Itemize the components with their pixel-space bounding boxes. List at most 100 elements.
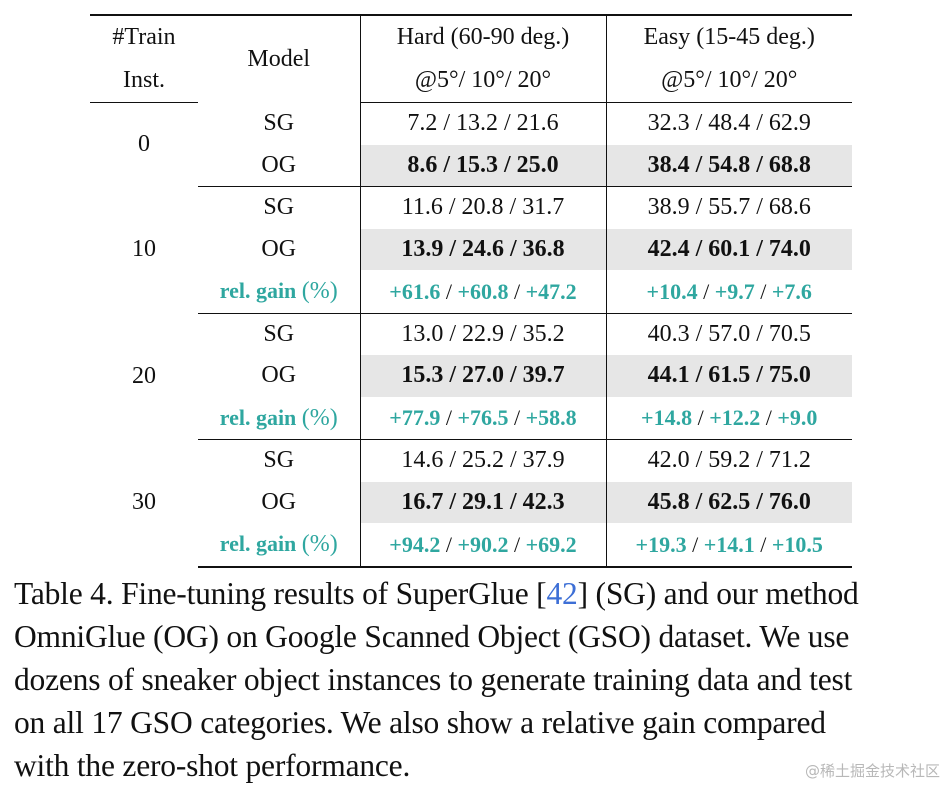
hard-values: 7.2 / 13.2 / 21.6	[360, 102, 607, 145]
gain-label: rel. gain (%)	[198, 270, 361, 314]
easy-gain: +14.8 / +12.2 / +9.0	[606, 396, 852, 440]
gain-value: +12.2	[709, 405, 761, 430]
table-row: 30 SG 14.6 / 25.2 / 37.9 42.0 / 59.2 / 7…	[90, 439, 852, 515]
gain-value: +9.0	[777, 405, 818, 430]
hard-values: 14.6 / 25.2 / 37.9	[360, 439, 607, 482]
gain-label: rel. gain (%)	[198, 396, 361, 440]
model-label: SG	[198, 186, 361, 229]
easy-gain: +10.4 / +9.7 / +7.6	[606, 270, 852, 314]
gain-row: rel. gain (%) +94.2 / +90.2 / +69.2 +19.…	[90, 523, 852, 568]
table-row: 20 SG 13.0 / 22.9 / 35.2 40.3 / 57.0 / 7…	[90, 313, 852, 389]
gain-value: +60.8	[457, 278, 509, 304]
group-train-0: 0 SG 7.2 / 13.2 / 21.6 32.3 / 48.4 / 62.…	[90, 102, 852, 187]
gain-value: +14.8	[641, 405, 693, 430]
gain-value: +69.2	[525, 531, 577, 557]
caption-line: with the zero-shot performance.	[14, 748, 411, 783]
gain-value: +14.1	[703, 531, 755, 557]
separator: /	[508, 278, 526, 304]
hard-values-best: 13.9 / 24.6 / 36.8	[360, 228, 607, 270]
hard-values-best: 16.7 / 29.1 / 42.3	[360, 481, 607, 523]
results-table: #Train Model Hard (60-90 deg.) Easy (15-…	[90, 14, 852, 568]
easy-values-best: 42.4 / 60.1 / 74.0	[606, 228, 852, 270]
hard-gain: +61.6 / +60.8 / +47.2	[360, 270, 607, 314]
hard-gain: +94.2 / +90.2 / +69.2	[360, 523, 607, 568]
gain-row: rel. gain (%) +61.6 / +60.8 / +47.2 +10.…	[90, 270, 852, 314]
table-row: OG 13.9 / 24.6 / 36.8 42.4 / 60.1 / 74.0	[90, 228, 852, 270]
separator: /	[697, 278, 715, 304]
table-header: #Train Model Hard (60-90 deg.) Easy (15-…	[90, 14, 852, 103]
separator: /	[440, 278, 458, 304]
hard-values: 13.0 / 22.9 / 35.2	[360, 313, 607, 355]
header-train-line1: #Train	[90, 14, 198, 59]
gain-label-text: rel. gain	[219, 531, 302, 556]
gain-label-unit: (%)	[301, 531, 338, 557]
gain-value: +9.7	[714, 278, 755, 304]
gain-value: +10.4	[646, 278, 698, 304]
gain-value: +19.3	[635, 531, 687, 557]
header-model: Model	[198, 14, 361, 103]
separator: /	[686, 531, 704, 557]
gain-value: +77.9	[389, 405, 441, 430]
header-easy-line1: Easy (15-45 deg.)	[606, 14, 852, 59]
train-count: 10	[132, 236, 156, 262]
separator: /	[754, 531, 772, 557]
train-count: 0	[138, 131, 150, 157]
caption-line: Table 4. Fine-tuning results of SuperGlu…	[14, 572, 938, 615]
model-label: OG	[198, 481, 361, 523]
gain-label-unit: (%)	[301, 278, 338, 304]
separator: /	[440, 531, 458, 557]
group-train-30: 30 SG 14.6 / 25.2 / 37.9 42.0 / 59.2 / 7…	[90, 439, 852, 568]
model-label: SG	[198, 102, 361, 145]
gain-value: +94.2	[389, 531, 441, 557]
caption-line: dozens of sneaker object instances to ge…	[14, 662, 853, 697]
header-hard-line2: @5°/ 10°/ 20°	[360, 59, 607, 103]
separator: /	[508, 531, 526, 557]
gain-label-text: rel. gain	[219, 404, 302, 430]
table-row: 10 SG 11.6 / 20.8 / 31.7 38.9 / 55.7 / 6…	[90, 186, 852, 262]
gain-row: rel. gain (%) +77.9 / +76.5 / +58.8 +14.…	[90, 396, 852, 440]
citation-link[interactable]: 42	[546, 576, 578, 611]
gain-value: +90.2	[457, 531, 509, 557]
easy-gain: +19.3 / +14.1 / +10.5	[606, 523, 852, 568]
header-easy-line2: @5°/ 10°/ 20°	[606, 59, 852, 103]
gain-label-unit: (%)	[301, 404, 338, 431]
watermark: @稀土掘金技术社区	[804, 762, 940, 780]
table-row: 0 SG 7.2 / 13.2 / 21.6 32.3 / 48.4 / 62.…	[90, 102, 852, 157]
results-table-container: #Train Model Hard (60-90 deg.) Easy (15-…	[90, 14, 852, 568]
easy-values: 38.9 / 55.7 / 68.6	[647, 194, 811, 220]
model-label: OG	[198, 355, 361, 397]
table-caption: Table 4. Fine-tuning results of SuperGlu…	[14, 572, 938, 787]
group-train-10: 10 SG 11.6 / 20.8 / 31.7 38.9 / 55.7 / 6…	[90, 186, 852, 314]
model-label: SG	[198, 439, 361, 482]
table-row: OG 15.3 / 27.0 / 39.7 44.1 / 61.5 / 75.0	[90, 355, 852, 397]
gain-value: +47.2	[525, 278, 577, 304]
gain-value: +58.8	[525, 405, 577, 430]
gain-label-text: rel. gain	[219, 278, 302, 303]
caption-line: OmniGlue (OG) on Google Scanned Object (…	[14, 619, 850, 654]
easy-values-best: 44.1 / 61.5 / 75.0	[606, 355, 852, 397]
gain-label: rel. gain (%)	[198, 523, 361, 568]
group-train-20: 20 SG 13.0 / 22.9 / 35.2 40.3 / 57.0 / 7…	[90, 313, 852, 440]
easy-values: 40.3 / 57.0 / 70.5	[647, 320, 811, 347]
separator: /	[508, 405, 526, 430]
model-label: OG	[198, 228, 361, 270]
hard-values: 11.6 / 20.8 / 31.7	[360, 186, 607, 229]
easy-values-best: 45.8 / 62.5 / 76.0	[606, 481, 852, 523]
train-count: 30	[132, 489, 156, 516]
header-train-line2: Inst.	[90, 59, 198, 103]
table-row: OG 16.7 / 29.1 / 42.3 45.8 / 62.5 / 76.0	[90, 481, 852, 523]
hard-values-best: 8.6 / 15.3 / 25.0	[360, 144, 607, 187]
easy-values-best: 38.4 / 54.8 / 68.8	[606, 144, 852, 187]
caption-text: Table 4. Fine-tuning results of SuperGlu…	[14, 576, 547, 611]
header-hard-line1: Hard (60-90 deg.)	[360, 14, 607, 59]
hard-gain: +77.9 / +76.5 / +58.8	[360, 396, 607, 440]
gain-value: +61.6	[389, 278, 441, 304]
hard-values-best: 15.3 / 27.0 / 39.7	[360, 355, 607, 397]
separator: /	[692, 405, 710, 430]
caption-line: on all 17 GSO categories. We also show a…	[14, 705, 826, 740]
gain-value: +76.5	[457, 405, 509, 430]
gain-value: +10.5	[771, 531, 823, 557]
separator: /	[760, 405, 778, 430]
separator: /	[440, 405, 458, 430]
easy-values: 42.0 / 59.2 / 71.2	[647, 447, 811, 473]
